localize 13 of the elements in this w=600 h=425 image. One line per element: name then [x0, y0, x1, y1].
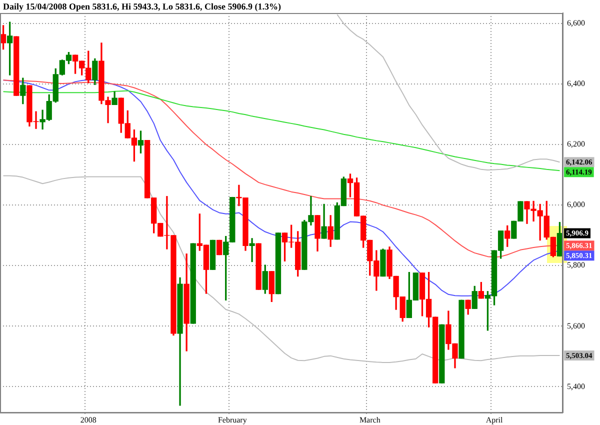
x-tick-label: February: [218, 415, 247, 424]
y-tick-label: 6,400: [567, 79, 585, 88]
y-tick-label: 5,800: [567, 260, 585, 270]
y-tick-label: 6,200: [567, 140, 585, 149]
candlestick: [249, 238, 255, 262]
y-tick-label: 6,600: [567, 18, 585, 28]
chart-title: Daily 15/04/2008 Open 5831.6, Hi 5943.3, Lo 5831.6, Close 5906.9 (1.3%): [3, 1, 282, 12]
y-tick-label: 5,400: [567, 382, 585, 391]
y-tick-label: 6,000: [567, 200, 585, 210]
x-tick-label: 2008: [80, 415, 96, 424]
x-tick-label: April: [486, 415, 504, 424]
x-tick-label: March: [359, 415, 380, 424]
y-tick-label: 5,600: [567, 321, 585, 330]
